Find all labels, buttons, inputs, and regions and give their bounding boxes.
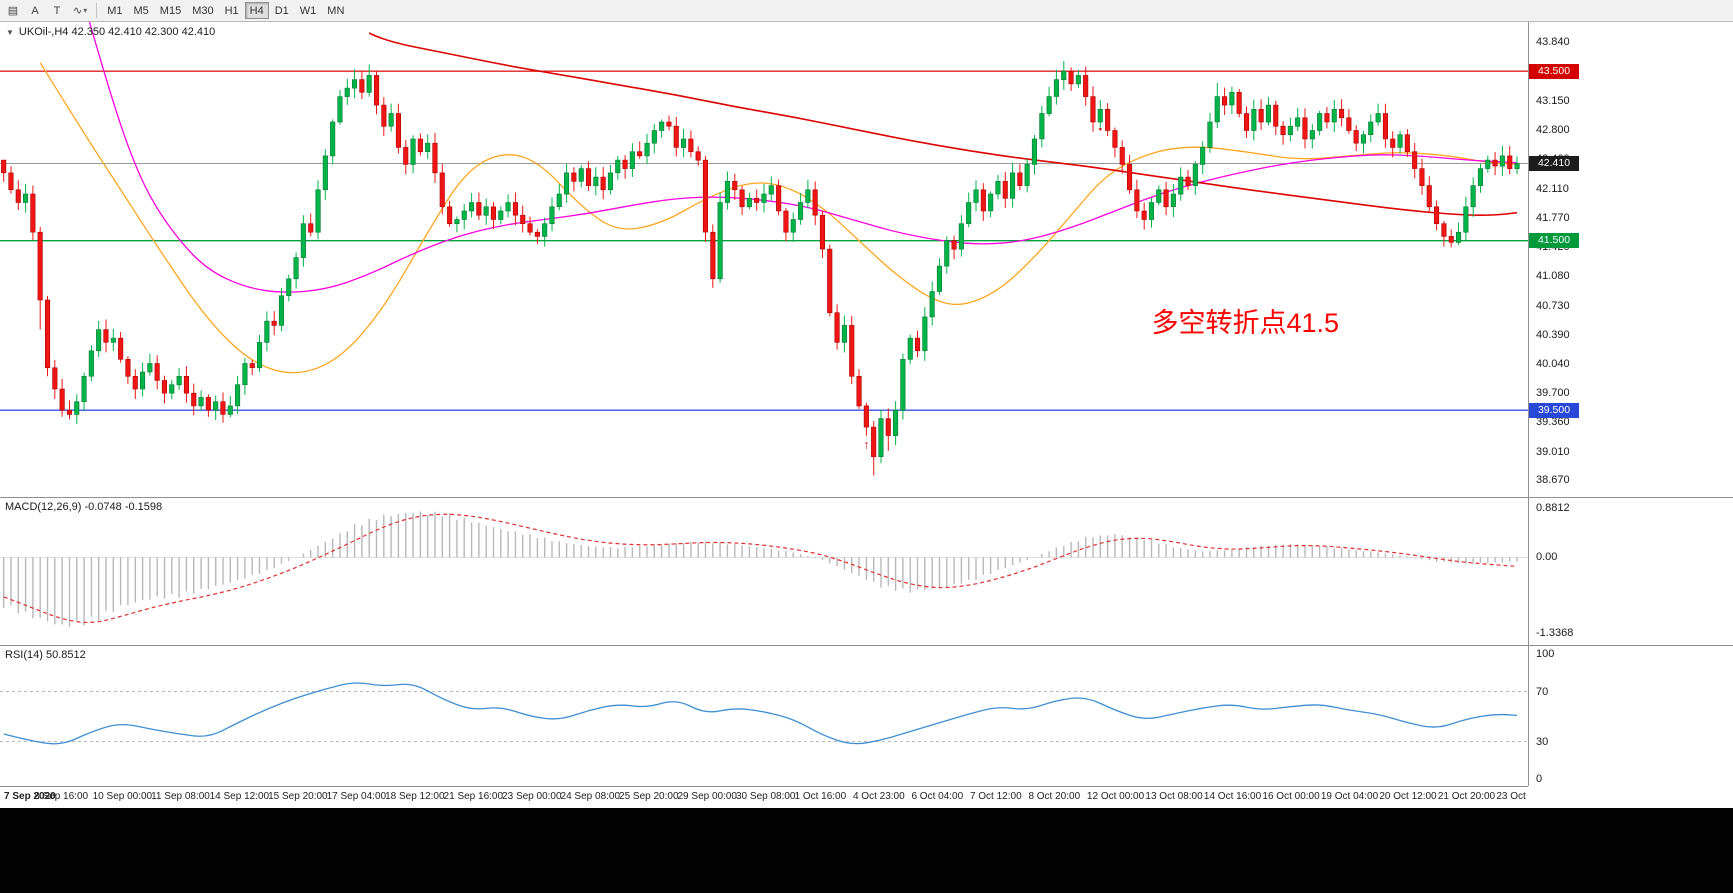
time-axis-label: 21 Sep 16:00 <box>443 791 504 802</box>
macd-title: MACD(12,26,9) -0.0748 -0.1598 <box>5 501 163 513</box>
rsi-title: RSI(14) 50.8512 <box>5 649 86 661</box>
time-axis-label: 12 Oct 00:00 <box>1086 791 1145 802</box>
price-axis[interactable]: 43.84043.50043.15042.80042.46042.11041.7… <box>1528 22 1733 497</box>
time-axis-label: 8 Sep 16:00 <box>34 791 89 802</box>
rsi-axis-label: 70 <box>1536 685 1549 698</box>
quick-trade-arrow-icon[interactable]: ▼ <box>6 27 14 37</box>
time-axis-label: 11 Sep 08:00 <box>151 791 210 802</box>
ma-mid-line <box>39 62 1518 374</box>
timeframe-button-mn[interactable]: MN <box>327 4 345 17</box>
ma-slow-line <box>368 32 1518 217</box>
annotation-text: 多空转折点41.5 <box>1152 308 1340 338</box>
macd-canvas[interactable] <box>0 498 1528 645</box>
time-axis-label: 17 Sep 04:00 <box>326 791 387 802</box>
time-axis-label: 21 Oct 20:00 <box>1437 791 1496 802</box>
time-axis-label: 23 Oct 00:00 <box>1496 791 1554 802</box>
macd-axis[interactable]: 0.8812 0.00 -1.3368 <box>1528 497 1733 645</box>
timeframe-button-m15[interactable]: M15 <box>159 4 182 17</box>
price-axis-label: 39.700 <box>1536 387 1570 400</box>
macd-axis-label: 0.00 <box>1536 551 1558 564</box>
timeframe-button-m5[interactable]: M5 <box>133 4 149 17</box>
ma-fast-line <box>88 22 1518 293</box>
text-tool-icon[interactable]: T <box>53 4 61 17</box>
time-axis-label: 16 Oct 00:00 <box>1262 791 1320 802</box>
price-axis-label: 43.150 <box>1536 94 1570 107</box>
price-axis-label: 39.360 <box>1536 416 1570 429</box>
chevron-down-icon: ▾ <box>83 6 88 15</box>
time-axis-label: 15 Sep 20:00 <box>268 791 328 802</box>
timeframe-button-h4[interactable]: H4 <box>244 2 269 19</box>
time-axis-label: 19 Oct 04:00 <box>1320 791 1379 802</box>
trade-marker-1: ▪ <box>1099 124 1102 134</box>
timeframe-bar: M1 M5 M15 M30 H1 H4 D1 W1 MN <box>102 2 349 19</box>
price-axis-label: 42.110 <box>1536 182 1569 195</box>
time-axis-label: 6 Oct 04:00 <box>911 791 964 802</box>
price-axis-label: 43.840 <box>1536 36 1570 49</box>
price-axis-label: 41.770 <box>1536 211 1570 224</box>
time-axis-label: 14 Oct 16:00 <box>1203 791 1262 802</box>
macd-panel[interactable]: MACD(12,26,9) -0.0748 -0.1598 <box>0 497 1528 645</box>
macd-axis-label: 0.8812 <box>1536 501 1570 514</box>
chart-title: ▼ UKOil-,H4 42.350 42.410 42.300 42.410 <box>6 26 215 38</box>
timeframe-button-d1[interactable]: D1 <box>274 4 289 17</box>
timeframe-button-w1[interactable]: W1 <box>299 4 317 17</box>
rsi-axis-label: 100 <box>1536 648 1555 660</box>
bottom-strip <box>0 808 1733 893</box>
time-axis-label: 29 Sep 00:00 <box>677 791 738 802</box>
macd-axis-label: -1.3368 <box>1536 626 1574 639</box>
time-axis-label: 20 Oct 12:00 <box>1379 791 1437 802</box>
toolbar-icons: ▤ A T ∿ ▾ <box>3 2 91 20</box>
rsi-axis[interactable]: 100 70 30 0 <box>1528 645 1733 786</box>
main-chart-canvas[interactable]: ↑ ▪ 多空转折点41.5 <box>0 22 1528 497</box>
price-axis-label: 38.670 <box>1536 474 1570 487</box>
time-axis-label: 24 Sep 08:00 <box>560 791 621 802</box>
time-axis-label: 7 Oct 12:00 <box>969 791 1022 802</box>
time-axis-label: 13 Oct 08:00 <box>1145 791 1203 802</box>
trade-marker-0: ↑ <box>863 437 869 451</box>
rsi-axis-label: 30 <box>1536 735 1549 748</box>
price-axis-label: 39.010 <box>1536 445 1570 458</box>
rsi-line <box>3 682 1518 745</box>
macd-signal-line <box>3 513 1518 624</box>
timeframe-button-m30[interactable]: M30 <box>192 4 214 17</box>
time-axis-label: 23 Sep 00:00 <box>502 791 562 802</box>
time-axis-label: 25 Sep 20:00 <box>619 791 679 802</box>
template-dropdown-icon[interactable]: ∿ ▾ <box>73 5 88 17</box>
current-price-badge: 42.410 <box>1529 156 1579 172</box>
time-axis-label: 18 Sep 12:00 <box>385 791 445 802</box>
toolbar-separator <box>96 3 98 18</box>
time-axis-label: 10 Sep 00:00 <box>92 791 153 802</box>
price-axis-label: 40.730 <box>1536 299 1570 312</box>
time-axis-label: 4 Oct 23:00 <box>852 791 905 802</box>
price-badge-43.500: 43.500 <box>1529 63 1579 79</box>
cursor-tool-icon[interactable]: A <box>31 4 39 17</box>
time-axis-label: 7 Sep 2020 <box>4 791 56 802</box>
time-axis-label: 30 Sep 08:00 <box>736 791 796 802</box>
price-axis-label: 40.390 <box>1536 328 1570 341</box>
timeframe-button-m1[interactable]: M1 <box>107 4 123 17</box>
price-axis-label: 42.800 <box>1536 124 1570 137</box>
toolbar: ▤ A T ∿ ▾ M1 M5 M15 M30 H1 H4 D1 W1 MN <box>0 0 1733 22</box>
time-axis-label: 1 Oct 16:00 <box>794 791 847 802</box>
rsi-canvas[interactable] <box>0 646 1528 786</box>
price-axis-label: 40.040 <box>1536 358 1570 371</box>
rsi-panel[interactable]: RSI(14) 50.8512 <box>0 645 1528 786</box>
main-chart-panel[interactable]: ↑ ▪ 多空转折点41.5 ▼ UKOil-,H4 42.350 42.410 42… <box>0 22 1528 497</box>
time-axis[interactable]: 7 Sep 2020 8 Sep 16:00 10 Sep 00:00 11 Sep … <box>0 786 1733 808</box>
price-badge-39.500: 39.500 <box>1529 402 1579 418</box>
price-axis-label: 41.080 <box>1536 270 1570 283</box>
time-axis-label: 14 Sep 12:00 <box>209 791 270 802</box>
axis-corner <box>1528 786 1733 808</box>
time-axis-label: 8 Oct 20:00 <box>1028 791 1081 802</box>
price-badge-41.500: 41.500 <box>1529 233 1579 249</box>
rsi-axis-label: 0 <box>1536 773 1543 785</box>
chart-type-icon[interactable]: ▤ <box>7 5 19 17</box>
timeframe-button-h1[interactable]: H1 <box>224 4 239 17</box>
symbol-ohlc-title: UKOil-,H4 42.350 42.410 42.300 42.410 <box>18 26 216 38</box>
